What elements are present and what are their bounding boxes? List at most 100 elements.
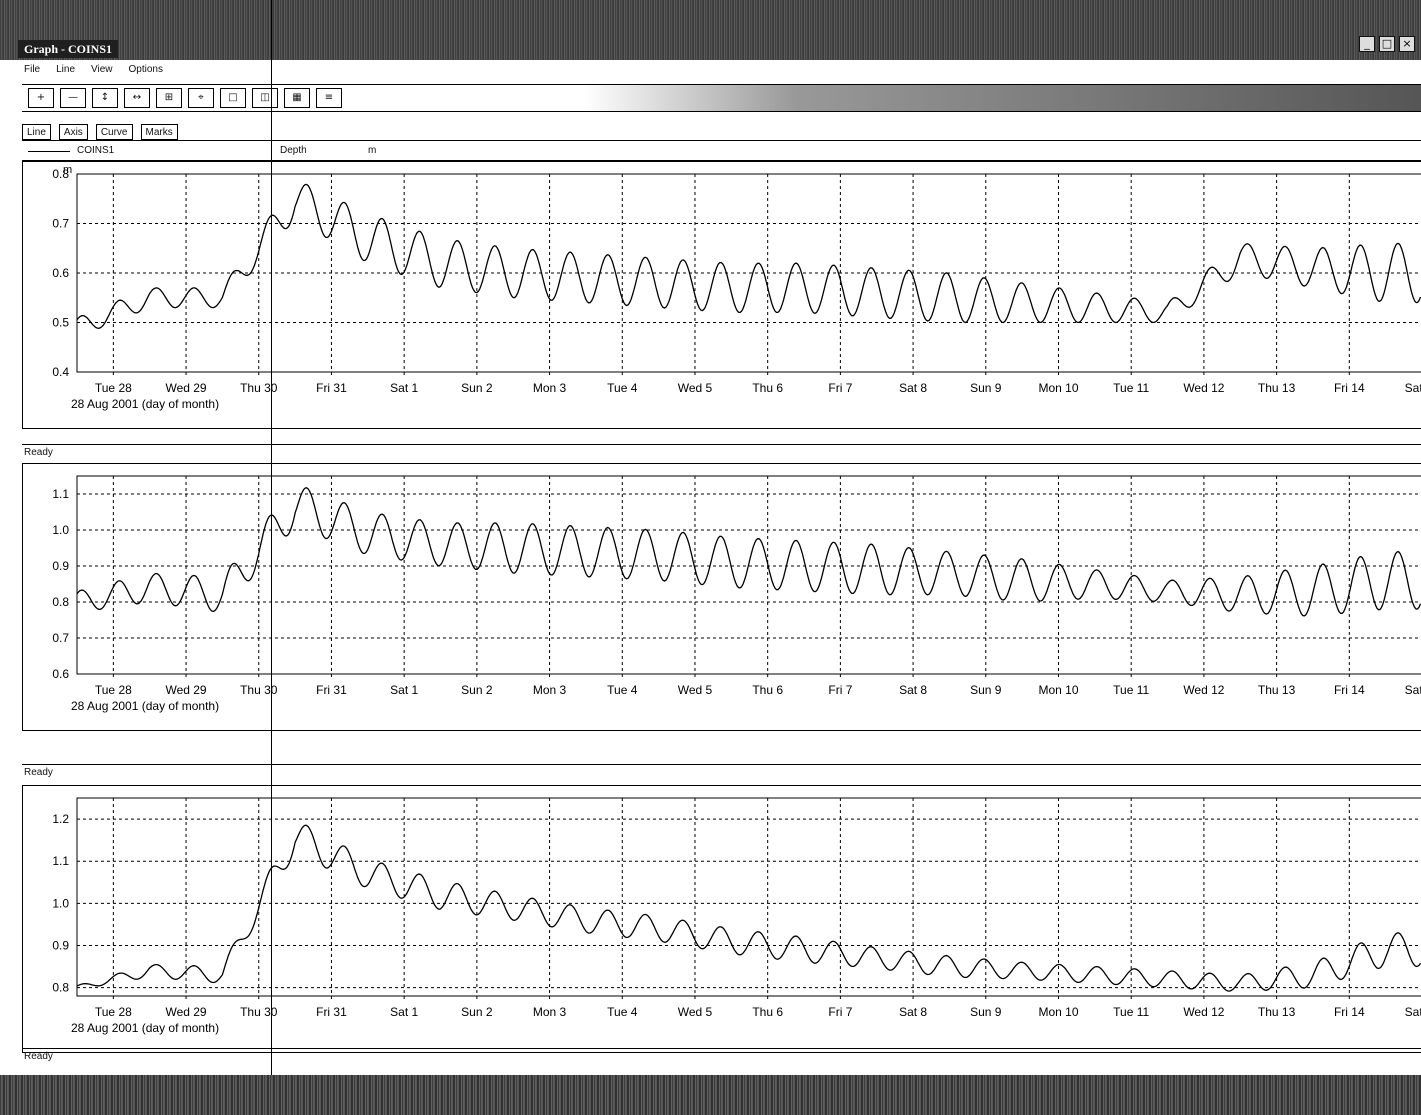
chart-panel-2[interactable]: 1.1 1.0 0.9 0.8 0.7 0.6 Tue 28 Wed 29 Thu 30 Fri …	[22, 463, 1421, 731]
x-tick-label: Wed 29	[165, 381, 206, 395]
x-tick-label: Sat 15	[1405, 1005, 1421, 1019]
status-bar-3: Ready	[22, 1048, 1421, 1065]
x-tick-label: Sun 2	[461, 683, 493, 697]
close-button[interactable]: ×	[1399, 36, 1415, 52]
tab-axis[interactable]: Axis	[58, 124, 88, 140]
y-tick-label: 1.1	[52, 487, 69, 501]
x-tick-label: Thu 30	[240, 381, 278, 395]
y-tick-label: 0.8	[52, 981, 69, 995]
x-tick-label: Mon 10	[1038, 381, 1078, 395]
x-tick-label: Thu 6	[752, 1005, 783, 1019]
status-bar-2: Ready	[22, 764, 1421, 781]
menu-options[interactable]: Options	[128, 64, 163, 75]
maximize-button[interactable]: □	[1379, 36, 1395, 52]
y-tick-label: 0.9	[52, 559, 69, 573]
table-button[interactable]: ▦	[284, 88, 310, 108]
y-tick-label: 0.8	[52, 595, 69, 609]
zoom-in-button[interactable]: +	[28, 88, 54, 108]
x-tick-label: Wed 29	[165, 683, 206, 697]
x-axis-note: 28 Aug 2001 (day of month)	[71, 397, 219, 411]
x-tick-label: Sat 8	[899, 1005, 927, 1019]
list-button[interactable]: ≡	[316, 88, 342, 108]
x-tick-label: Fri 31	[316, 683, 347, 697]
tab-curve[interactable]: Curve	[95, 124, 133, 140]
x-tick-label: Wed 29	[165, 1005, 206, 1019]
menu-bar: File Line View Options	[22, 62, 165, 78]
tab-marks[interactable]: Marks	[140, 124, 178, 140]
scale-x-button[interactable]: ↔	[124, 88, 150, 108]
y-tick-label: 1.0	[52, 896, 69, 910]
x-tick-label: Tue 4	[607, 1005, 638, 1019]
scale-y-button[interactable]: ↕	[92, 88, 118, 108]
x-tick-label: Wed 5	[678, 1005, 713, 1019]
x-tick-label: Sun 2	[461, 381, 493, 395]
x-tick-label: Mon 3	[533, 683, 567, 697]
x-tick-label: Fri 14	[1334, 381, 1365, 395]
x-tick-label: Fri 14	[1334, 683, 1365, 697]
zoom-out-button[interactable]: —	[60, 88, 86, 108]
x-tick-label: Sun 9	[970, 381, 1002, 395]
status-ready-1: Ready	[24, 447, 53, 458]
chart-panel-1[interactable]: 0.8 0.7 0.6 0.5 0.4 Tue 28 Wed 29 Thu 30 Fri 31 S…	[22, 161, 1421, 429]
chart-1: 0.8 0.7 0.6 0.5 0.4 Tue 28 Wed 29 Thu 30 Fri 31 S…	[52, 164, 1421, 411]
x-tick-label: Wed 12	[1183, 683, 1224, 697]
x-tick-label: Tue 4	[607, 683, 638, 697]
x-tick-label: Mon 3	[533, 1005, 567, 1019]
cursor-button[interactable]: ⌖	[188, 88, 214, 108]
y-tick-label: 0.7	[52, 217, 69, 231]
x-tick-label: Thu 13	[1258, 683, 1296, 697]
x-tick-label: Sat 15	[1405, 683, 1421, 697]
window-titlebar: Graph - COINS1 _ □ ×	[0, 0, 1421, 60]
minimize-button[interactable]: _	[1359, 36, 1375, 52]
chart-2: 1.1 1.0 0.9 0.8 0.7 0.6 Tue 28 Wed 29 Thu 30 Fri …	[52, 475, 1421, 713]
time-cursor-line[interactable]	[271, 0, 272, 1115]
x-tick-label: Sat 1	[390, 1005, 418, 1019]
tab-line[interactable]: Line	[22, 124, 51, 140]
status-bar-1: Ready	[22, 444, 1421, 461]
x-tick-label: Fri 31	[316, 1005, 347, 1019]
x-tick-label: Sat 1	[390, 381, 418, 395]
x-axis-note: 28 Aug 2001 (day of month)	[71, 1021, 219, 1035]
window-button[interactable]: □	[220, 88, 246, 108]
y-tick-label: 1.1	[52, 854, 69, 868]
y-tick-label: 0.5	[52, 316, 69, 330]
tab-strip: Line Axis Curve Marks	[22, 124, 1421, 141]
x-tick-label: Tue 11	[1113, 683, 1149, 697]
x-tick-label: Sun 9	[970, 1005, 1002, 1019]
x-tick-label: Thu 6	[752, 683, 783, 697]
x-tick-label: Tue 11	[1113, 1005, 1149, 1019]
x-tick-label: Sat 15	[1405, 381, 1421, 395]
series-line-coins1	[76, 183, 1421, 329]
x-tick-label: Tue 28	[95, 1005, 132, 1019]
window-controls: _ □ ×	[1359, 36, 1415, 52]
y-tick-label: 0.8	[52, 167, 69, 181]
series-line-coins1	[76, 487, 1421, 617]
y-tick-label: 1.0	[52, 523, 69, 537]
x-tick-label: Sun 2	[461, 1005, 493, 1019]
window-title: Graph - COINS1	[18, 40, 119, 58]
x-tick-label: Fri 14	[1334, 1005, 1365, 1019]
x-tick-label: Thu 13	[1258, 381, 1296, 395]
menu-line[interactable]: Line	[56, 64, 76, 75]
split-button[interactable]: ◫	[252, 88, 278, 108]
x-tick-label: Tue 4	[607, 381, 638, 395]
y-tick-label: 0.6	[52, 266, 69, 280]
y-tick-label: 0.6	[52, 667, 69, 681]
x-tick-label: Fri 7	[828, 381, 852, 395]
y-axis-unit-label: m	[63, 164, 72, 176]
x-tick-label: Thu 30	[240, 683, 278, 697]
grid-button[interactable]: ⊞	[156, 88, 182, 108]
menu-file[interactable]: File	[24, 64, 41, 75]
x-tick-label: Sun 9	[970, 683, 1002, 697]
x-tick-label: Wed 12	[1183, 381, 1224, 395]
x-tick-label: Tue 11	[1113, 381, 1149, 395]
chart-panel-3[interactable]: 1.2 1.1 1.0 0.9 0.8 Tue 28 Wed 29 Thu 30 Fri 31 S…	[22, 785, 1421, 1053]
x-tick-label: Fri 31	[316, 381, 347, 395]
legend-series-name: COINS1	[77, 145, 115, 156]
series-legend: COINS1 Depth m	[22, 142, 1421, 161]
menu-view[interactable]: View	[91, 64, 113, 75]
legend-unit: m	[368, 145, 377, 156]
x-tick-label: Thu 30	[240, 1005, 278, 1019]
plot-frame	[76, 475, 1421, 675]
x-tick-label: Sat 1	[390, 683, 418, 697]
